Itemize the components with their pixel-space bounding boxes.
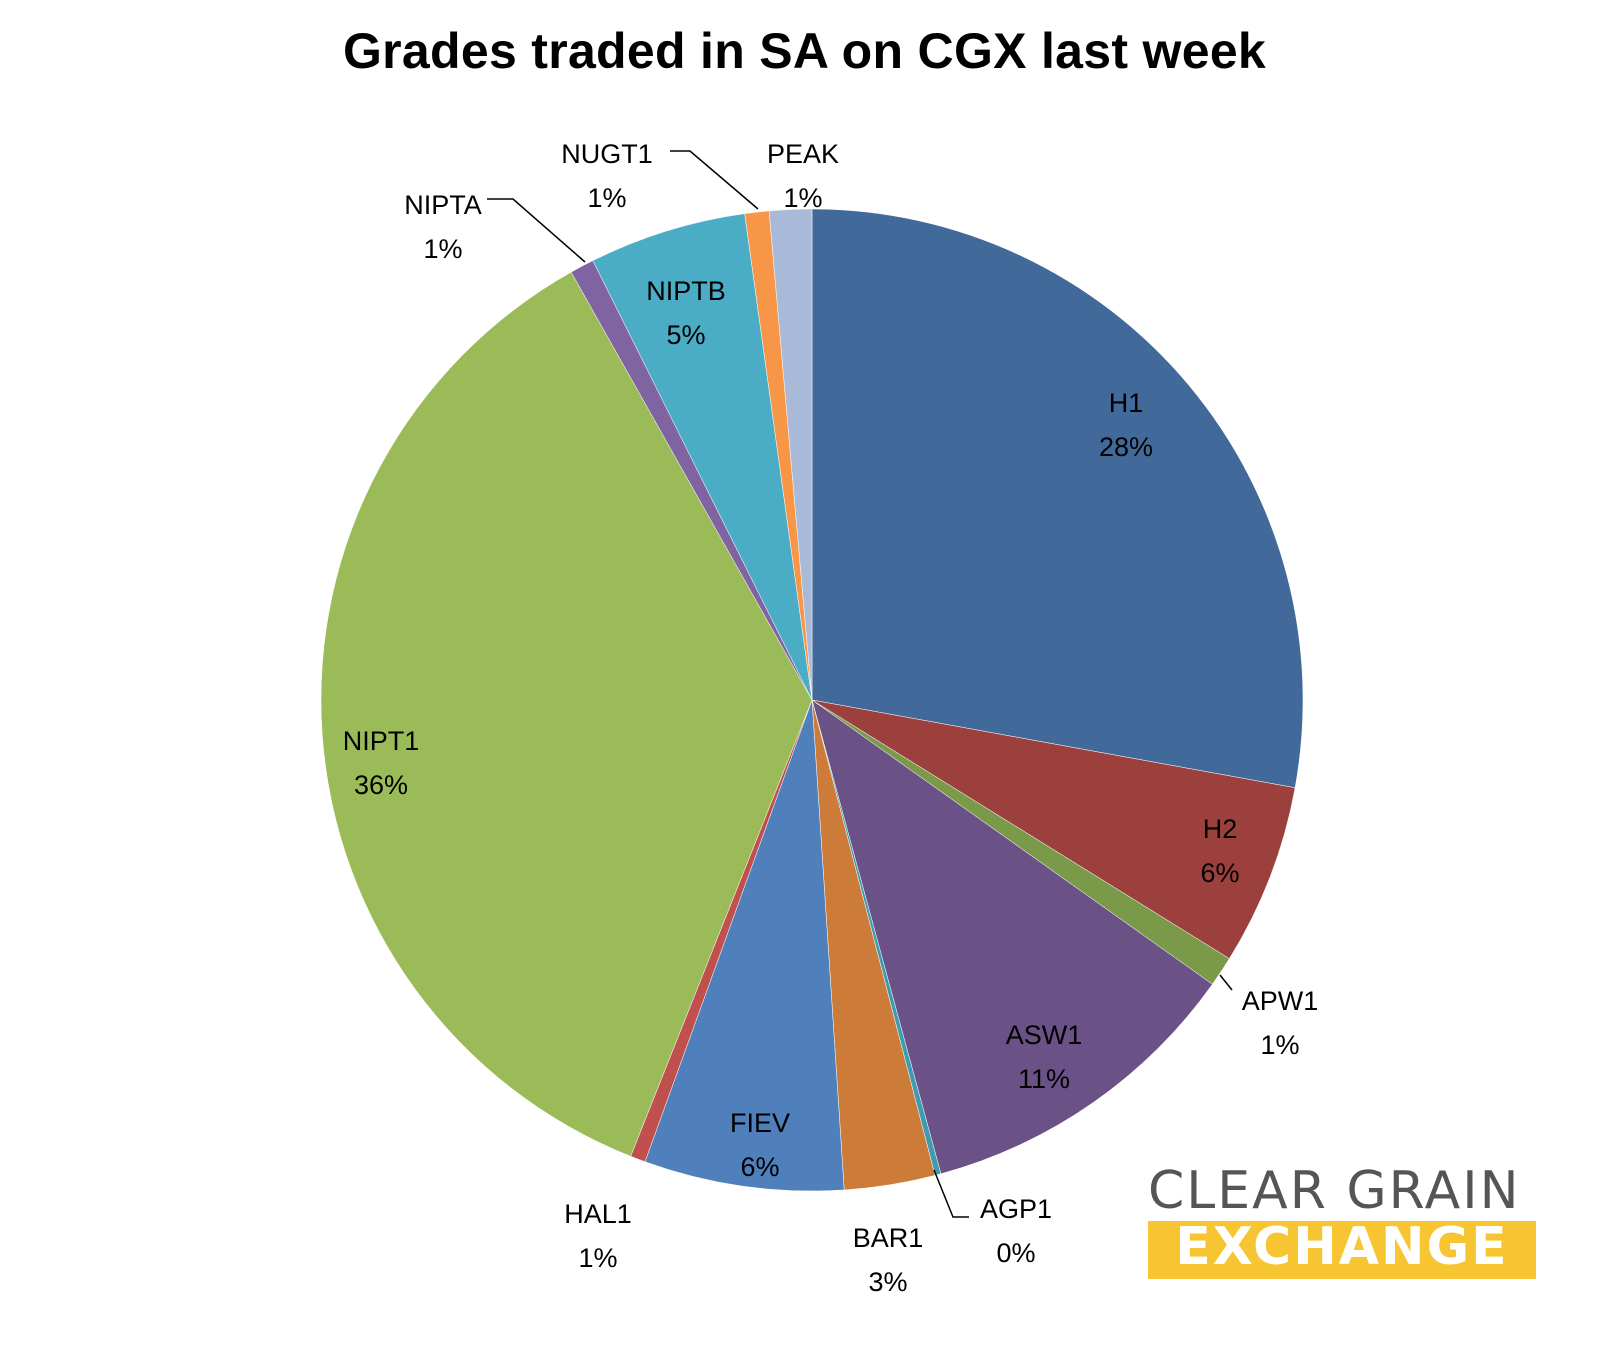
slice-label-nipt1: NIPT1 — [343, 726, 420, 756]
slice-label-h2: H2 — [1203, 814, 1238, 844]
leader-line-agp1 — [933, 1169, 969, 1218]
slice-label-fiev: FIEV — [730, 1108, 790, 1138]
slice-label-nugt1: NUGT1 — [561, 139, 653, 169]
slice-percent-nipt1: 36% — [354, 770, 408, 800]
pie-slice-nipt1 — [320, 271, 813, 1157]
slice-label-agp1: AGP1 — [980, 1194, 1052, 1224]
slice-percent-fiev: 6% — [740, 1152, 779, 1182]
pie-slice-asw1 — [811, 699, 1213, 1175]
pie-slice-fiev — [644, 699, 845, 1192]
slice-percent-peak: 1% — [783, 183, 822, 213]
pie-slice-h2 — [811, 699, 1296, 960]
slice-percent-asw1: 11% — [1018, 1064, 1070, 1094]
logo-text-line2: EXCHANGE — [1148, 1221, 1536, 1279]
leader-line-nipta — [487, 198, 586, 263]
slice-percent-nugt1: 1% — [587, 183, 626, 213]
clear-grain-exchange-logo: CLEAR GRAIN EXCHANGE — [1148, 1165, 1536, 1279]
slice-percent-niptb: 5% — [666, 320, 705, 350]
logo-text-line1: CLEAR GRAIN — [1148, 1161, 1521, 1221]
slice-label-asw1: ASW1 — [1006, 1020, 1083, 1050]
slice-percent-hal1: 1% — [578, 1243, 617, 1273]
slice-label-nipta: NIPTA — [404, 190, 482, 220]
leader-line-apw1 — [1219, 974, 1233, 991]
pie-slice-niptb — [592, 213, 813, 701]
slice-label-h1: H1 — [1109, 388, 1144, 418]
slice-percent-bar1: 3% — [868, 1267, 907, 1297]
slice-percent-nipta: 1% — [423, 234, 462, 264]
slice-percent-agp1: 0% — [996, 1238, 1035, 1268]
leader-line-nugt1 — [670, 150, 759, 210]
slice-label-bar1: BAR1 — [853, 1223, 924, 1253]
slice-label-peak: PEAK — [767, 139, 839, 169]
pie-slice-h1 — [811, 208, 1304, 789]
slice-label-niptb: NIPTB — [646, 276, 726, 306]
slice-percent-h1: 28% — [1099, 432, 1153, 462]
slice-percent-h2: 6% — [1200, 858, 1239, 888]
slice-label-hal1: HAL1 — [564, 1199, 632, 1229]
pie-slice-peak — [768, 208, 813, 701]
chart-title: Grades traded in SA on CGX last week — [342, 23, 1267, 79]
slice-label-apw1: APW1 — [1242, 986, 1319, 1016]
slice-percent-apw1: 1% — [1260, 1030, 1299, 1060]
